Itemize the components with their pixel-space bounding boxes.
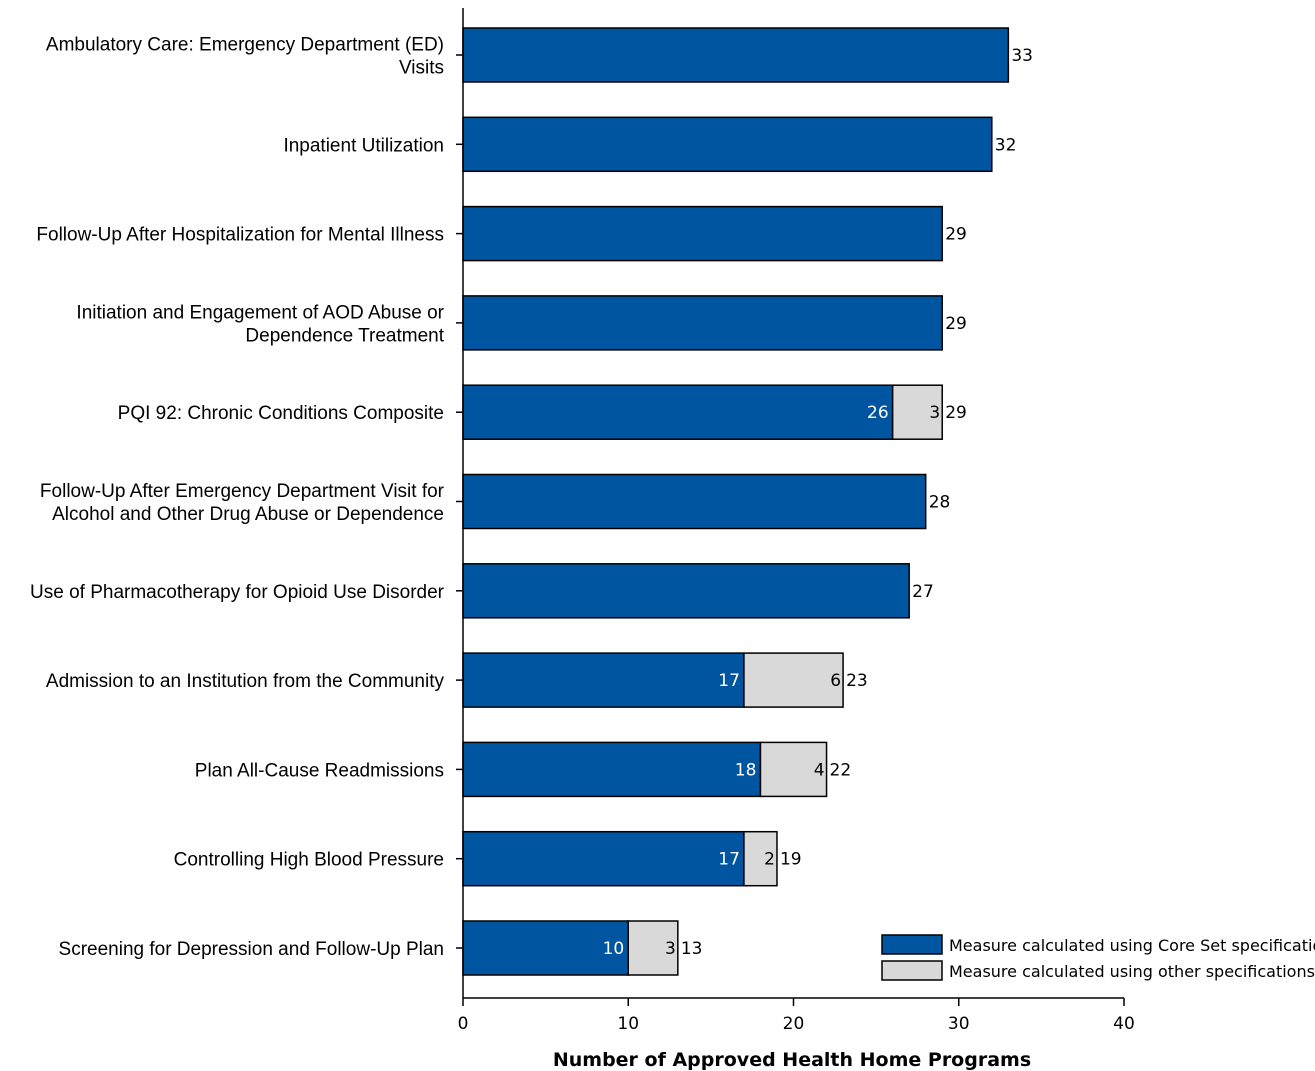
data-label-total: 29	[945, 403, 967, 423]
category-label: Initiation and Engagement of AOD Abuse o…	[76, 302, 444, 323]
bar-core	[462, 473, 927, 530]
category-label: Visits	[399, 58, 444, 79]
x-tick-label: 30	[948, 1014, 970, 1034]
data-label-total: 32	[995, 135, 1017, 155]
bar-other	[743, 830, 778, 887]
category-label: Alcohol and Other Drug Abuse or Dependen…	[52, 504, 444, 525]
data-label-total: 29	[945, 225, 967, 245]
data-label-core: 26	[867, 403, 889, 423]
bar-core	[462, 384, 894, 440]
data-label-core: 17	[718, 850, 740, 870]
category-label: Follow-Up After Emergency Department Vis…	[40, 481, 445, 502]
category-label: Dependence Treatment	[245, 325, 444, 346]
bar-other	[891, 384, 943, 440]
bar-core	[462, 830, 745, 887]
data-label-core: 10	[603, 939, 625, 959]
bar-core	[462, 652, 745, 708]
category-label: Use of Pharmacotherapy for Opioid Use Di…	[30, 582, 445, 603]
x-tick-label: 10	[617, 1014, 639, 1034]
bar-core	[462, 563, 910, 619]
category-label: Controlling High Blood Pressure	[174, 850, 444, 871]
category-label: Admission to an Institution from the Com…	[46, 671, 445, 692]
data-label-other: 3	[665, 939, 676, 959]
data-label-total: 29	[945, 314, 967, 334]
data-label-core: 18	[735, 760, 757, 780]
legend-label-other: Measure calculated using other specifica…	[949, 962, 1315, 981]
category-label: Follow-Up After Hospitalization for Ment…	[36, 225, 444, 246]
data-label-total: 28	[929, 493, 951, 513]
x-tick-label: 20	[783, 1014, 805, 1034]
data-label-total: 13	[681, 939, 703, 959]
category-label: Inpatient Utilization	[283, 135, 444, 156]
data-label-other: 3	[929, 403, 940, 423]
x-axis-label: Number of Approved Health Home Programs	[553, 1049, 1031, 1071]
data-label-total: 19	[780, 850, 802, 870]
data-label-total: 22	[830, 760, 852, 780]
legend-swatch-core	[881, 934, 943, 955]
data-label-other: 4	[814, 760, 825, 780]
category-label: PQI 92: Chronic Conditions Composite	[118, 403, 444, 424]
data-label-total: 33	[1011, 46, 1033, 66]
axes: 0 10 20 30 40	[456, 8, 1135, 1034]
bar-core	[462, 27, 1010, 83]
bar-core	[462, 116, 993, 173]
data-label-other: 2	[764, 850, 775, 870]
bar-core	[462, 741, 762, 798]
category-label: Ambulatory Care: Emergency Department (E…	[46, 35, 444, 56]
legend-swatch-other	[881, 960, 943, 981]
x-tick-label: 0	[458, 1014, 469, 1034]
category-labels: Ambulatory Care: Emergency Department (E…	[30, 35, 445, 961]
bar-other	[759, 741, 828, 798]
bar-core	[462, 295, 943, 351]
legend-label-core: Measure calculated using Core Set specif…	[949, 936, 1315, 955]
data-label-core: 17	[718, 671, 740, 691]
data-label-total: 23	[846, 671, 868, 691]
bar-other	[627, 920, 679, 976]
data-label-total: 27	[912, 582, 934, 602]
category-label: Plan All-Cause Readmissions	[195, 760, 444, 781]
x-tick-label: 40	[1113, 1014, 1135, 1034]
category-label: Screening for Depression and Follow-Up P…	[59, 939, 444, 960]
bar-other	[743, 652, 844, 708]
legend: Measure calculated using Core Set specif…	[881, 934, 1315, 981]
bar-core	[462, 205, 943, 262]
data-label-other: 6	[830, 671, 841, 691]
